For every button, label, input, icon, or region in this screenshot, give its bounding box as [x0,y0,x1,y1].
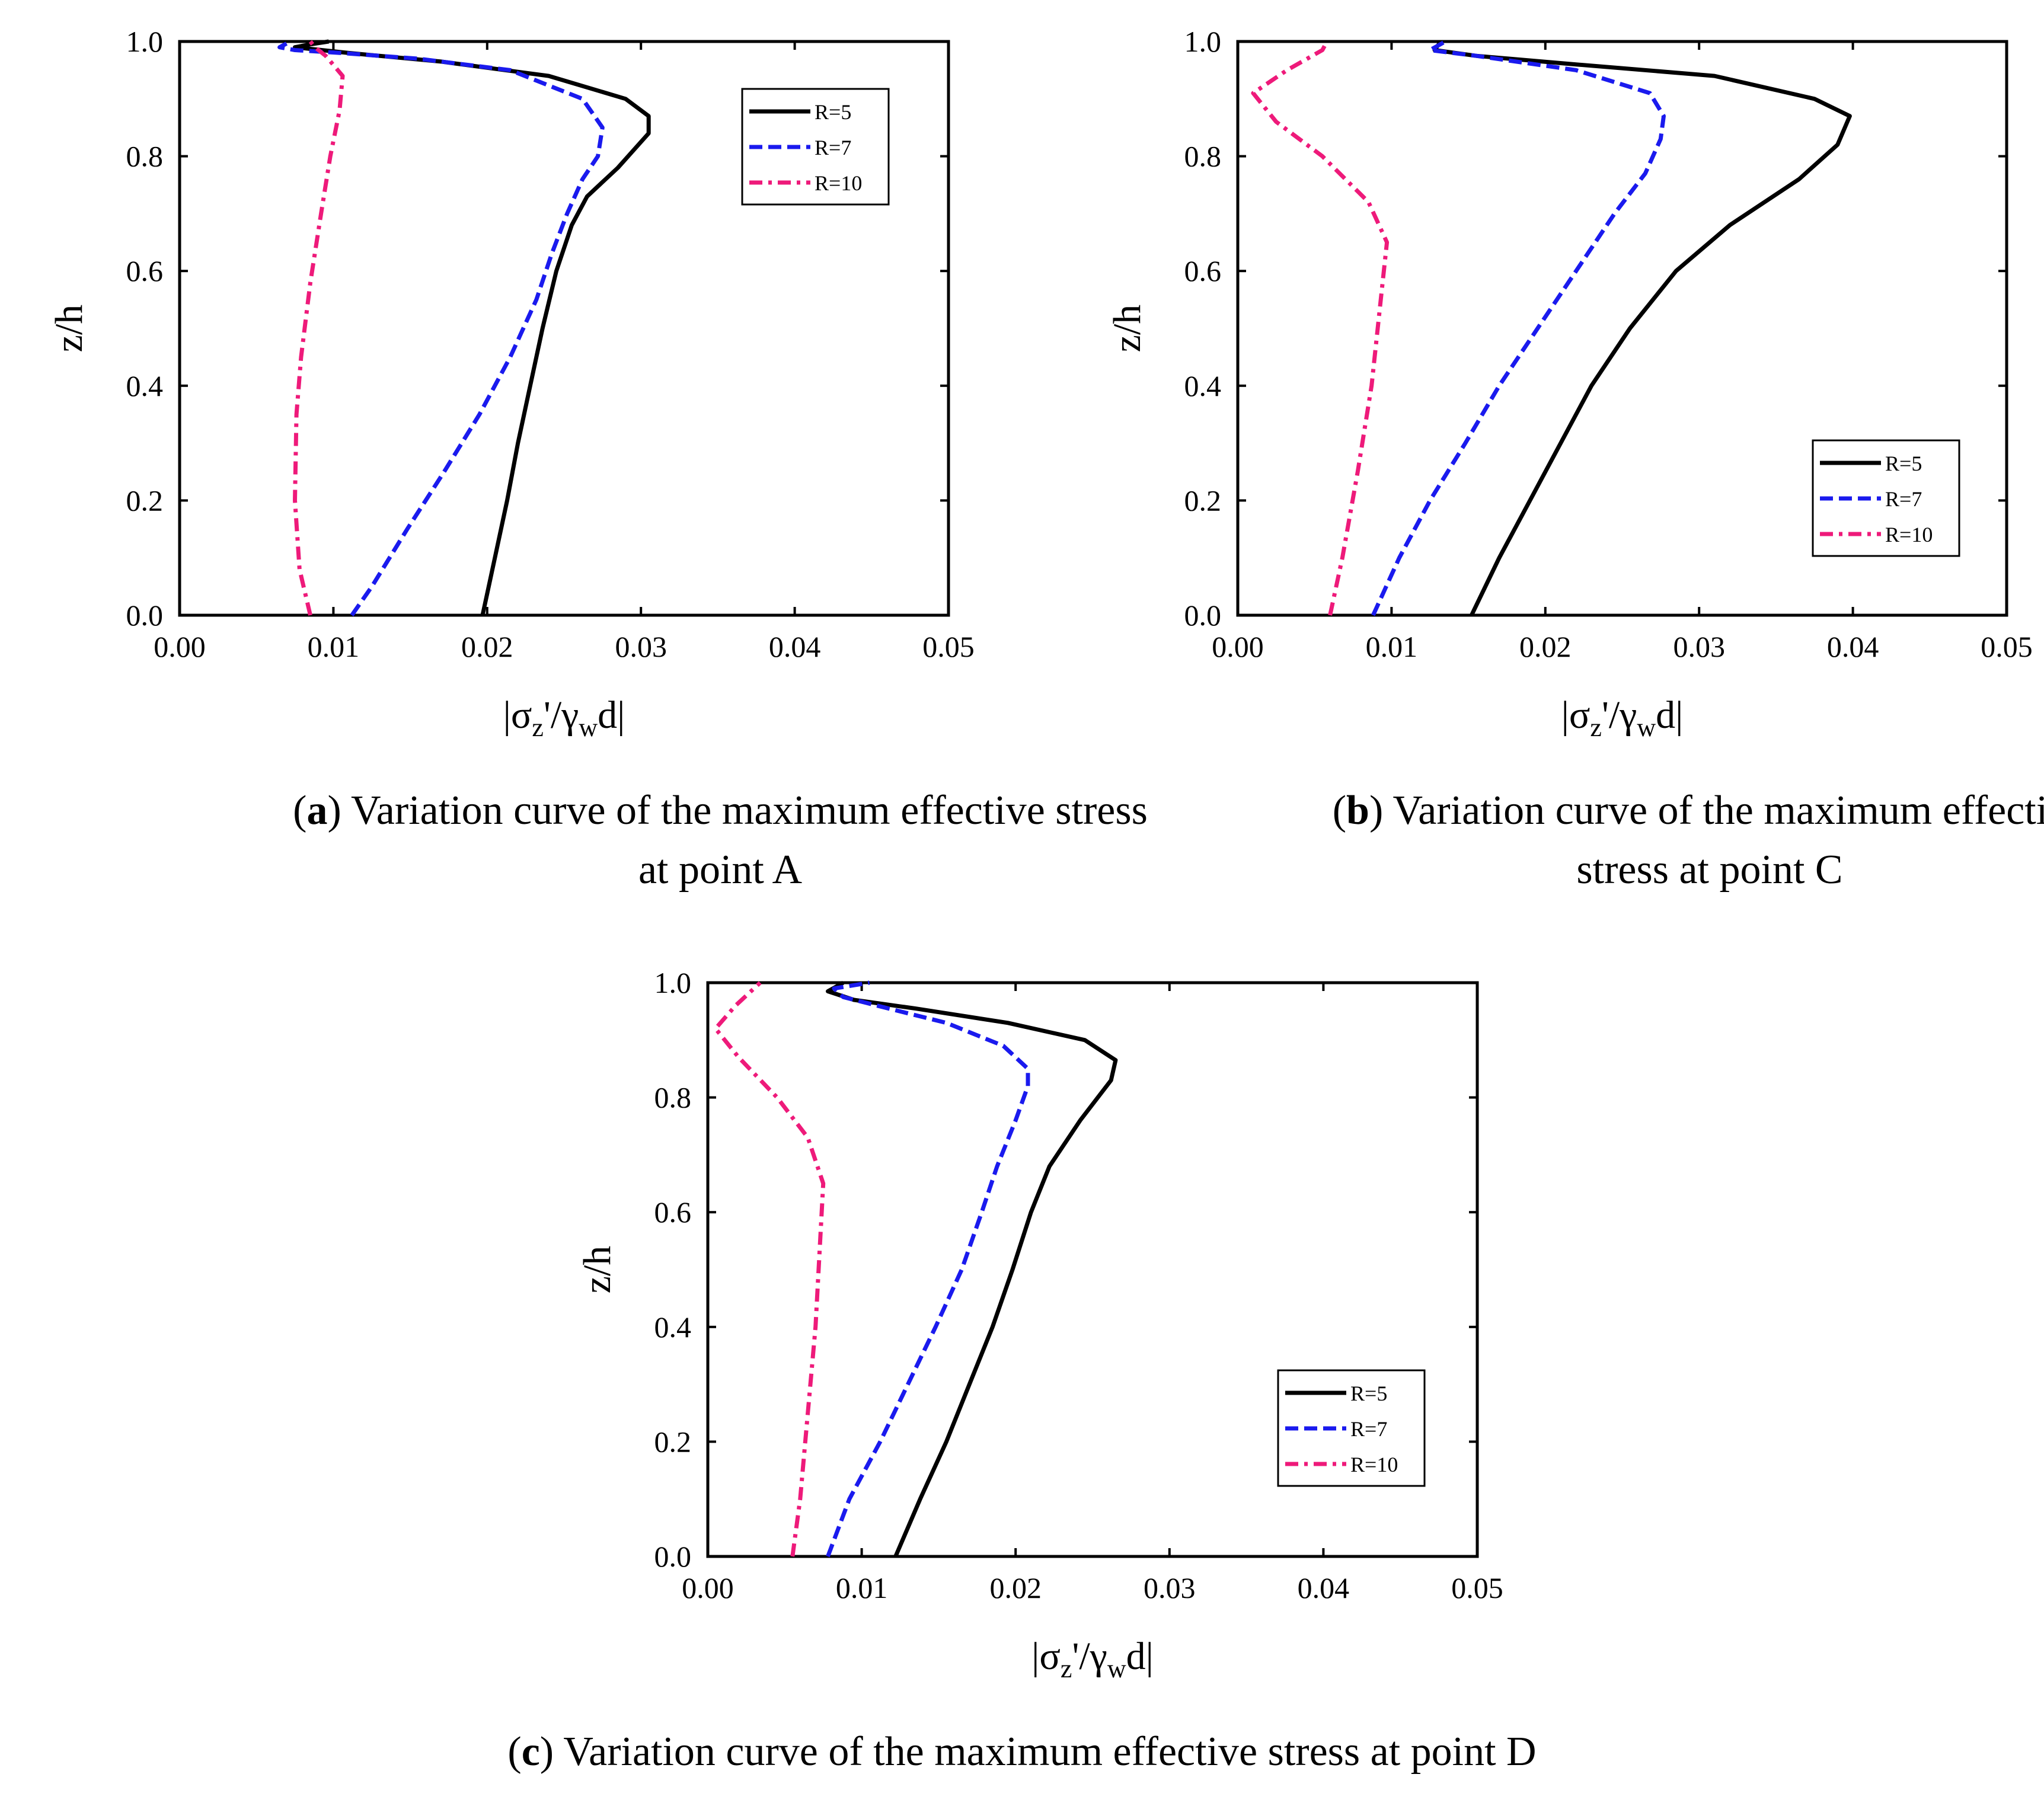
y-tick-label: 0.8 [126,140,164,173]
legend-label: R=5 [1350,1382,1387,1405]
x-tick-label: 0.04 [1298,1571,1350,1604]
legend-label: R=10 [1885,523,1933,546]
y-tick-label: 1.0 [1184,25,1222,58]
x-tick-label: 0.05 [922,630,975,663]
x-axis-label: |σz'/γwd| [1561,693,1684,742]
legend-label: R=5 [815,100,851,124]
y-tick-label: 0.2 [654,1425,692,1458]
legend-box [1277,1369,1426,1487]
y-tick-label: 0.2 [1184,484,1222,517]
series-line-R7 [277,39,605,617]
x-tick-label: 0.01 [1366,630,1418,663]
x-tick-label: 0.02 [989,1571,1042,1604]
y-tick-label: 0.4 [126,369,164,402]
series-line-R7 [826,980,1030,1558]
series-line-R5 [826,980,1118,1558]
x-tick-label: 0.05 [1451,1571,1503,1604]
y-tick-label: 0.8 [654,1081,692,1114]
x-tick-label: 0.04 [1827,630,1879,663]
legend-label: R=5 [1885,452,1922,475]
y-tick-label: 0.6 [1184,254,1222,287]
y-tick-label: 0.8 [1184,140,1222,173]
legend: R=5 R=7 R=10 [1812,439,1960,557]
x-tick-label: 0.00 [154,630,206,663]
y-axis-label: z/h [1106,305,1149,353]
x-tick-label: 0.01 [836,1571,888,1604]
series-line-R5 [1432,40,1852,616]
y-tick-label: 0.0 [654,1540,692,1573]
x-tick-label: 0.03 [1673,630,1725,663]
caption-line-2: at point A [638,847,803,893]
legend-label: R=7 [1885,487,1922,511]
legend-label: R=7 [815,136,851,159]
x-axis-label: |σz'/γwd| [503,693,625,742]
y-axis-label: z/h [576,1246,619,1294]
y-tick-label: 0.0 [1184,599,1222,632]
x-tick-label: 0.01 [308,630,360,663]
x-tick-label: 0.05 [1981,630,2033,663]
series-line-R10 [1251,40,1390,616]
x-tick-label: 0.02 [461,630,513,663]
y-tick-label: 1.0 [654,966,692,999]
y-tick-label: 0.4 [1184,369,1222,402]
caption-line-2: stress at point C [1576,847,1842,893]
plot-frame [706,981,1479,1558]
series-line-R7 [1371,39,1666,616]
legend-label: R=10 [815,171,862,195]
x-tick-label: 0.03 [1144,1571,1196,1604]
y-tick-label: 0.0 [126,599,164,632]
series-line-R10 [713,981,826,1557]
y-tick-label: 0.6 [654,1195,692,1229]
y-tick-label: 0.6 [126,254,164,287]
legend: R=5 R=7 R=10 [741,88,890,206]
legend-label: R=10 [1350,1453,1398,1476]
legend-box [741,88,890,206]
y-axis-label: z/h [47,305,91,353]
x-tick-label: 0.00 [682,1571,734,1604]
series-line-R5 [293,39,651,616]
y-tick-label: 1.0 [126,25,164,58]
caption-line-1: (c) Variation curve of the maximum effec… [507,1729,1536,1775]
x-axis-label: |σz'/γwd| [1031,1635,1154,1683]
chart-panel-c: 0.00 0.01 0.02 0.03 0.04 0.05 0.0 0.2 0.4 0.6 0.8 1… [507,966,1536,1775]
plot-frame [178,40,950,617]
x-tick-label: 0.02 [1519,630,1572,663]
legend-label: R=7 [1350,1417,1387,1441]
y-tick-label: 0.4 [654,1310,692,1344]
legend: R=5 R=7 R=10 [1277,1369,1426,1487]
y-tick-label: 0.2 [126,484,164,517]
chart-panel-b: 0.00 0.01 0.02 0.03 0.04 0.05 0.0 0.2 0.4 0.6 0.8 1… [1106,25,2044,893]
caption-line-1: (b) Variation curve of the maximum effec… [1333,788,2044,833]
x-tick-label: 0.03 [615,630,667,663]
plot-frame [1236,40,2008,617]
x-tick-label: 0.04 [769,630,821,663]
x-tick-label: 0.00 [1212,630,1264,663]
chart-panel-a: 0.00 0.01 0.02 0.03 0.04 0.05 0.0 0.2 0.4 0.6 0.8 1… [47,25,1148,893]
series-line-R10 [293,40,345,616]
caption-line-1: (a) Variation curve of the maximum effec… [293,788,1148,833]
legend-box [1812,439,1960,557]
